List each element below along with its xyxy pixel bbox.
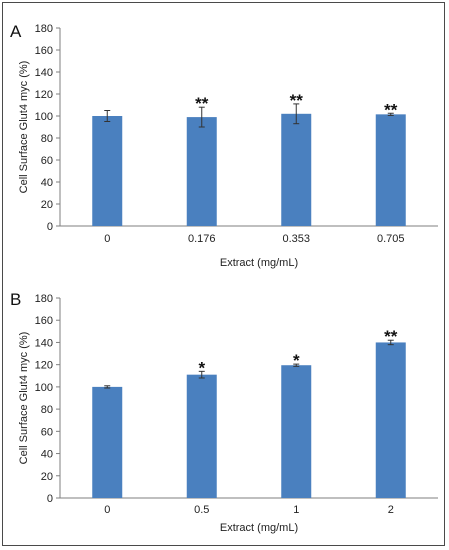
x-tick-label: 0.176 (188, 233, 216, 245)
y-tick-label: 0 (47, 493, 53, 505)
y-tick-label: 20 (41, 199, 53, 211)
y-tick-label: 100 (35, 382, 53, 394)
y-tick-label: 140 (35, 337, 53, 349)
figure-frame (2, 2, 445, 546)
x-tick-label: 0 (104, 504, 110, 516)
y-tick-label: 80 (41, 404, 53, 416)
significance-marker: ** (195, 94, 209, 113)
panel-label: A (10, 22, 22, 41)
y-tick-label: 120 (35, 89, 53, 101)
y-tick-label: 140 (35, 67, 53, 79)
y-tick-label: 80 (41, 133, 53, 145)
y-axis-title: Cell Surface Glut4 myc (%) (18, 61, 30, 194)
y-tick-label: 120 (35, 360, 53, 372)
y-tick-label: 40 (41, 449, 53, 461)
y-tick-label: 160 (35, 315, 53, 327)
bar (92, 116, 123, 226)
x-axis-title: Extract (mg/mL) (220, 257, 298, 269)
y-tick-label: 180 (35, 23, 53, 35)
y-tick-label: 160 (35, 45, 53, 57)
significance-marker: * (293, 351, 300, 370)
bar (375, 114, 406, 226)
x-axis-title: Extract (mg/mL) (220, 522, 298, 534)
y-tick-label: 20 (41, 471, 53, 483)
significance-marker: ** (384, 327, 398, 346)
bar (375, 342, 406, 498)
bar (92, 386, 123, 498)
panel-label: B (10, 290, 21, 309)
y-tick-label: 40 (41, 177, 53, 189)
y-tick-label: 60 (41, 155, 53, 167)
x-tick-label: 1 (293, 504, 299, 516)
bar (281, 365, 312, 498)
significance-marker: ** (384, 100, 398, 119)
x-tick-label: 0.5 (194, 504, 209, 516)
y-tick-label: 60 (41, 426, 53, 438)
significance-marker: * (198, 358, 205, 377)
x-tick-label: 0.353 (282, 233, 310, 245)
bar (186, 117, 217, 226)
x-tick-label: 2 (388, 504, 394, 516)
x-tick-label: 0.705 (377, 233, 405, 245)
y-tick-label: 0 (47, 221, 53, 233)
y-tick-label: 100 (35, 111, 53, 123)
bar (186, 374, 217, 498)
bar (281, 113, 312, 226)
y-tick-label: 180 (35, 293, 53, 305)
x-tick-label: 0 (104, 233, 110, 245)
significance-marker: ** (290, 91, 304, 110)
y-axis-title: Cell Surface Glut4 myc (%) (18, 332, 30, 465)
